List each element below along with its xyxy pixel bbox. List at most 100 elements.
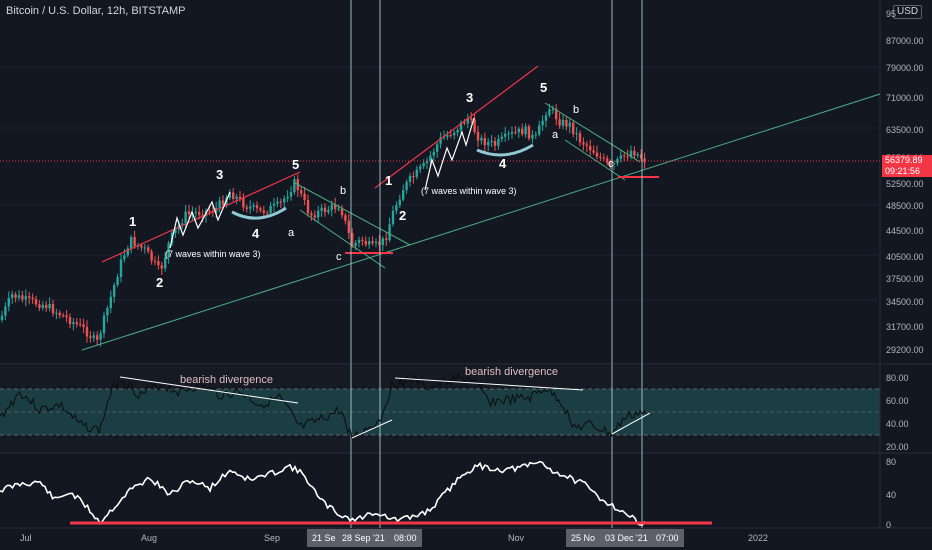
osc-axis-40: 40 [886, 490, 897, 500]
candle-body [524, 126, 527, 135]
candle-body [425, 160, 429, 163]
candle-body [28, 296, 31, 298]
rsi-axis-40: 40.00 [886, 419, 909, 429]
candle-body [408, 176, 412, 182]
candle-body [364, 240, 367, 245]
candle-body [228, 192, 231, 198]
price-axis-label: 40500.00 [886, 252, 924, 262]
candle-body [476, 131, 480, 141]
candle-body [306, 200, 310, 214]
candle-body [21, 295, 24, 300]
wave-label-4-second: 4 [499, 156, 507, 171]
candle-body [592, 150, 595, 153]
candle-body [504, 133, 507, 137]
candle-body [582, 142, 585, 145]
candle-body [344, 215, 347, 221]
candle-body [368, 241, 371, 245]
candle-body [245, 207, 248, 209]
time-highlight-5: 03 Dec '21 [600, 529, 653, 547]
candle-body [497, 139, 500, 146]
time-highlight-1: 21 Se [307, 529, 341, 547]
candle-body [51, 303, 55, 314]
rsi-divergence-line-1 [119, 376, 299, 404]
wave-label-b: b [340, 185, 347, 197]
candle-body [123, 255, 126, 260]
candle-body [17, 295, 21, 298]
candle-body [531, 134, 534, 139]
candle-body [24, 296, 27, 300]
time-highlight-4: 25 No [566, 529, 601, 547]
wave-label-a-second: a [552, 129, 559, 141]
candle-body [527, 126, 531, 139]
candle-body [109, 296, 112, 309]
candle-body [102, 315, 106, 334]
wave-label-b-second: b [573, 104, 580, 116]
candle-body [58, 312, 61, 316]
candle-body [422, 162, 425, 167]
candle-body [623, 155, 626, 157]
wave-label-5-second: 5 [540, 80, 548, 95]
time-highlight-3: 08:00 [389, 529, 422, 547]
candle-body [551, 109, 554, 111]
correction-channel-1b [299, 209, 386, 269]
correction-channel-2b [564, 139, 626, 181]
candle-body [293, 179, 296, 193]
candle-body [640, 154, 643, 159]
rsi-axis-80: 80.00 [886, 373, 909, 383]
candle-body [45, 304, 48, 309]
candle-body [327, 209, 330, 213]
candle-body [235, 196, 238, 199]
candle-body [337, 208, 340, 210]
candle-body [276, 201, 279, 204]
candle-body [381, 238, 384, 245]
time-axis-2022: 2022 [748, 533, 769, 543]
candle-body [89, 336, 92, 339]
time-highlight-2: 28 Sep '21 [337, 529, 390, 547]
candle-body [371, 241, 374, 244]
candle-body [388, 224, 391, 241]
currency-button[interactable]: USD [893, 5, 923, 19]
candle-body [31, 297, 34, 300]
candle-body [242, 198, 245, 208]
candle-body [238, 196, 242, 199]
candle-body [272, 203, 276, 206]
candle-body [201, 214, 204, 217]
candle-body [490, 140, 493, 142]
candle-body [82, 324, 85, 327]
candle-body [164, 257, 167, 269]
candle-body [313, 215, 316, 218]
candle-body [602, 157, 605, 159]
candle-body [113, 285, 116, 297]
candle-body [419, 166, 422, 170]
candle-body [255, 205, 259, 209]
candle-body [616, 158, 619, 164]
oscillator-line [0, 460, 646, 526]
price-axis-label: 37500.00 [886, 274, 924, 284]
candle-body [167, 243, 170, 258]
rsi-divergence-line-2 [394, 377, 584, 391]
wave-label-2-second: 2 [399, 208, 407, 223]
candle-body [385, 238, 388, 241]
divergence-label-2: bearish divergence [465, 366, 558, 378]
candle-body [558, 119, 561, 126]
candle-body [320, 207, 323, 211]
price-axis-label: 34500.00 [886, 297, 924, 307]
candle-body [575, 133, 578, 135]
price-axis-label: 71000.00 [886, 93, 924, 103]
candle-body [436, 144, 439, 152]
candle-body [453, 132, 456, 136]
rsi-axis-20: 20.00 [886, 442, 909, 452]
sub-wave-path-2 [424, 117, 475, 191]
candle-body [221, 200, 225, 205]
candle-body [249, 206, 252, 209]
rsi-bullish-line-2 [611, 412, 651, 435]
candle-body [429, 155, 432, 161]
candle-body [643, 158, 646, 163]
price-axis-label: 29200.00 [886, 345, 924, 355]
chart-title: Bitcoin / U.S. Dollar, 12h, BITSTAMP [6, 5, 186, 17]
osc-axis-0: 0 [886, 520, 892, 530]
main-panel [0, 0, 880, 362]
candle-body [310, 213, 313, 216]
rsi-axis-60: 60.00 [886, 396, 909, 406]
